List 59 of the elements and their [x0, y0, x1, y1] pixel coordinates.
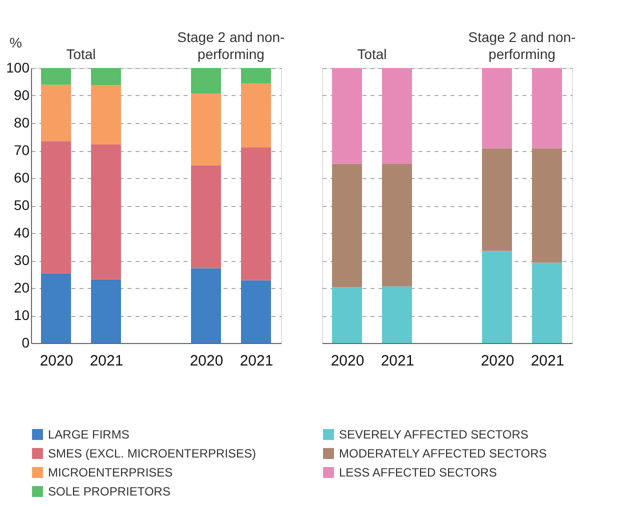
bar	[91, 279, 121, 343]
text: Stage 2 and non-performing	[177, 29, 286, 62]
y-tick-label: 70	[14, 142, 30, 158]
bar	[241, 83, 271, 148]
x-tick-label: 2020	[330, 352, 364, 370]
x-tick-label: 2020	[480, 352, 514, 370]
bar	[532, 148, 562, 263]
bar	[41, 84, 71, 142]
text: Total	[357, 46, 387, 62]
x-tick-label: 2020	[40, 352, 74, 370]
y-tick-label: 80	[14, 114, 30, 130]
bar	[91, 144, 121, 280]
bar	[91, 85, 121, 144]
y-tick-label: 90	[14, 87, 30, 103]
y-tick-label: 60	[14, 170, 30, 186]
bar	[332, 164, 362, 288]
legend-label: SMES (EXCL. MICROENTERPRISES)	[48, 446, 256, 460]
legend-label: LESS AFFECTED SECTORS	[339, 466, 497, 480]
bar	[241, 280, 271, 343]
bar	[91, 68, 121, 86]
y-tick-label: 50	[14, 197, 30, 213]
legend-label: LARGE FIRMS	[48, 428, 130, 442]
y-tick-label: 10	[14, 307, 30, 323]
y-tick-label: 20	[14, 280, 30, 296]
bar	[482, 148, 512, 251]
bar	[382, 286, 412, 343]
bar	[332, 287, 362, 343]
bar	[41, 68, 71, 85]
bar	[241, 68, 271, 84]
x-tick-label: 2021	[240, 352, 274, 370]
y-tick-label: 30	[14, 252, 30, 268]
legend-label: SEVERELY AFFECTED SECTORS	[339, 428, 528, 442]
bar	[41, 141, 71, 274]
bar	[532, 262, 562, 343]
bar	[191, 94, 221, 166]
bar	[191, 68, 221, 94]
bar	[241, 147, 271, 280]
bar	[191, 268, 221, 343]
legend-label: MICROENTERPRISES	[48, 466, 173, 480]
bar	[382, 68, 412, 164]
legend-label: SOLE PROPRIETORS	[48, 484, 170, 498]
bar	[532, 68, 562, 148]
bar	[41, 273, 71, 343]
text: Total	[66, 46, 96, 62]
bar	[482, 68, 512, 148]
y-tick-label: 40	[14, 224, 30, 240]
bar	[332, 68, 362, 164]
x-tick-label: 2021	[90, 352, 124, 370]
x-tick-label: 2021	[530, 352, 564, 370]
y-tick-label: 0	[22, 334, 30, 350]
bar	[191, 165, 221, 268]
y-axis-title: %	[10, 34, 22, 50]
legend-label: MODERATELY AFFECTED SECTORS	[339, 446, 547, 460]
text: Stage 2 and non-performing	[468, 29, 576, 62]
y-tick-label: 100	[6, 60, 30, 76]
bar	[482, 250, 512, 343]
x-tick-label: 2020	[190, 352, 224, 370]
bar	[382, 164, 412, 286]
x-tick-label: 2021	[380, 352, 414, 370]
